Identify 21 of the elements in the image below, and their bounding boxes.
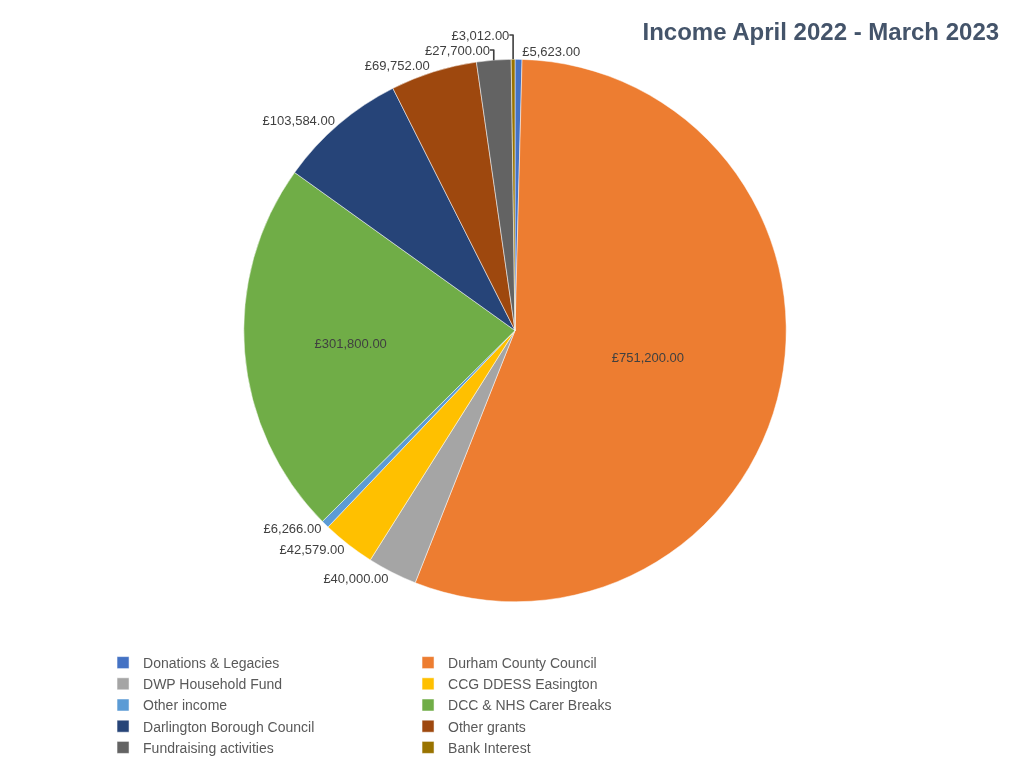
- data-label: £751,200.00: [611, 350, 685, 366]
- legend-label: DCC & NHS Carer Breaks: [448, 697, 612, 714]
- data-label: £301,800.00: [314, 336, 387, 352]
- legend-label: Donations & Legacies: [143, 655, 280, 672]
- legend-label: Other grants: [448, 718, 526, 735]
- data-label: £27,700.00: [424, 42, 491, 58]
- legend-label: DWP Household Fund: [143, 676, 283, 693]
- data-label: £69,752.00: [364, 57, 430, 73]
- data-label: £40,000.00: [323, 570, 389, 586]
- legend-label: Fundraising activities: [143, 739, 274, 756]
- data-label: £5,623.00: [522, 44, 581, 60]
- data-label: £6,266.00: [263, 520, 322, 536]
- legend-label: Bank Interest: [448, 739, 531, 756]
- data-label: £103,584.00: [262, 112, 335, 128]
- data-label: £42,579.00: [279, 541, 345, 557]
- legend-label: Darlington Borough Council: [143, 718, 315, 735]
- legend-label: Durham County Council: [448, 655, 597, 672]
- data-label: £3,012.00: [451, 27, 510, 43]
- legend-label: CCG DDESS Easington: [448, 676, 598, 693]
- chart-title: Income April 2022 - March 2023: [642, 18, 1000, 46]
- legend-label: Other income: [143, 697, 228, 714]
